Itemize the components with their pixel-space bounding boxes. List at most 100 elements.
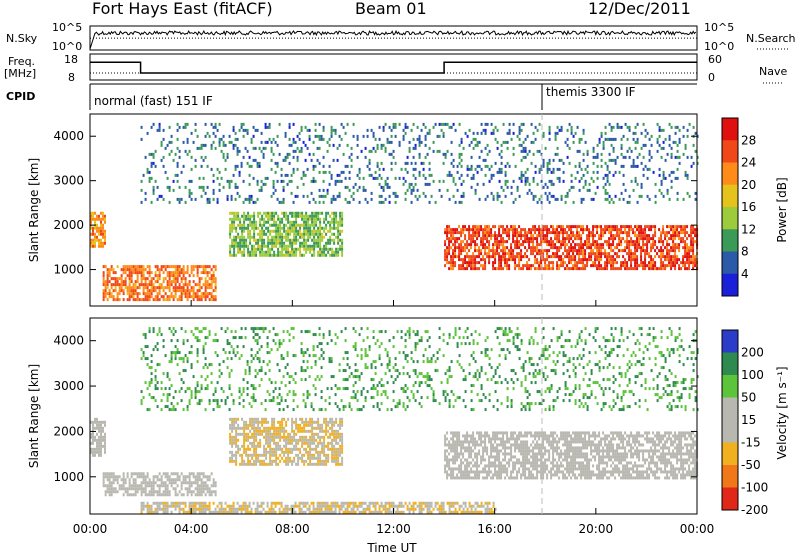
power-cell <box>508 258 511 262</box>
power-cell <box>319 226 322 230</box>
power-cell <box>454 261 457 265</box>
power-cell <box>460 228 463 232</box>
power-cell <box>556 267 559 271</box>
power-cell <box>204 295 207 299</box>
power-cell <box>522 146 525 150</box>
velocity-cell <box>231 435 234 439</box>
velocity-cell <box>297 462 300 466</box>
power-cell <box>518 264 521 268</box>
velocity-cell <box>162 493 165 497</box>
power-cell <box>341 229 344 233</box>
power-cell <box>282 179 285 183</box>
velocity-cell <box>285 429 288 433</box>
power-cell <box>544 225 547 229</box>
power-cell <box>546 167 549 171</box>
power-cell <box>476 243 479 247</box>
power-cell <box>358 200 361 204</box>
power-cell <box>331 220 334 224</box>
velocity-cell <box>158 501 161 505</box>
power-cell <box>210 295 213 299</box>
velocity-cell <box>237 423 240 427</box>
power-cell <box>301 235 304 239</box>
power-cell <box>494 267 497 271</box>
power-cell <box>313 235 316 239</box>
power-cell <box>311 211 314 215</box>
power-cell <box>305 229 308 233</box>
power-cell <box>408 149 411 153</box>
power-cell <box>612 146 615 150</box>
velocity-cell <box>299 456 302 460</box>
power-cell <box>482 228 485 232</box>
velocity-cell <box>309 462 312 466</box>
velocity-cell <box>204 487 207 491</box>
power-cell <box>662 243 665 247</box>
power-cell <box>150 161 153 165</box>
power-cell <box>560 246 563 250</box>
power-cell <box>604 240 607 244</box>
power-cell <box>630 267 633 271</box>
power-cell <box>308 128 311 132</box>
power-cell <box>546 231 549 235</box>
power-cell <box>662 267 665 271</box>
velocity-cell <box>136 472 139 476</box>
power-cell <box>228 140 231 144</box>
velocity-cell <box>313 456 316 460</box>
power-cell <box>490 122 493 126</box>
power-cell <box>462 228 465 232</box>
power-cell <box>198 280 201 284</box>
velocity-cell <box>190 481 193 485</box>
power-cell <box>544 261 547 265</box>
power-cell <box>170 283 173 287</box>
velocity-cell <box>166 484 169 488</box>
velocity-cell <box>162 490 165 494</box>
power-cell <box>694 131 697 135</box>
velocity-cell <box>339 447 342 451</box>
power-cell <box>656 122 659 126</box>
velocity-cell <box>341 459 344 463</box>
power-cell <box>484 122 487 126</box>
range-tick-label: 1000 <box>53 263 84 277</box>
power-cell <box>600 246 603 250</box>
power-cell <box>424 134 427 138</box>
power-cell <box>442 179 445 183</box>
power-cell <box>546 249 549 253</box>
range-tick-label: 2000 <box>53 218 84 232</box>
power-cell <box>646 249 649 253</box>
power-cell <box>618 125 621 129</box>
velocity-cell <box>311 417 314 421</box>
power-cell <box>482 264 485 268</box>
power-cell <box>526 255 529 259</box>
power-cell <box>518 255 521 259</box>
velocity-cell <box>337 459 340 463</box>
power-cell <box>261 247 264 251</box>
power-cell <box>307 226 310 230</box>
power-cell <box>142 292 145 296</box>
power-cell <box>156 286 159 290</box>
power-cell <box>276 143 279 147</box>
power-cell <box>250 140 253 144</box>
power-cell <box>344 185 347 189</box>
power-cell <box>150 283 153 287</box>
velocity-cell <box>204 475 207 479</box>
velocity-cell <box>315 438 318 442</box>
power-cell <box>504 179 507 183</box>
velocity-cell <box>287 432 290 436</box>
power-cell <box>170 274 173 278</box>
power-cell <box>628 246 631 250</box>
power-cell <box>544 267 547 271</box>
power-cell <box>628 249 631 253</box>
velocity-cell <box>325 423 328 427</box>
velocity-cell <box>257 429 260 433</box>
velocity-cell <box>212 510 215 514</box>
power-cell <box>344 197 347 201</box>
power-cell <box>110 292 113 296</box>
power-cell <box>684 243 687 247</box>
power-cell <box>586 243 589 247</box>
power-cell <box>144 295 147 299</box>
velocity-cell <box>255 459 258 463</box>
power-cell <box>315 223 318 227</box>
power-cell <box>550 255 553 259</box>
power-cell <box>656 140 659 144</box>
power-cell <box>674 231 677 235</box>
power-cell <box>122 292 125 296</box>
